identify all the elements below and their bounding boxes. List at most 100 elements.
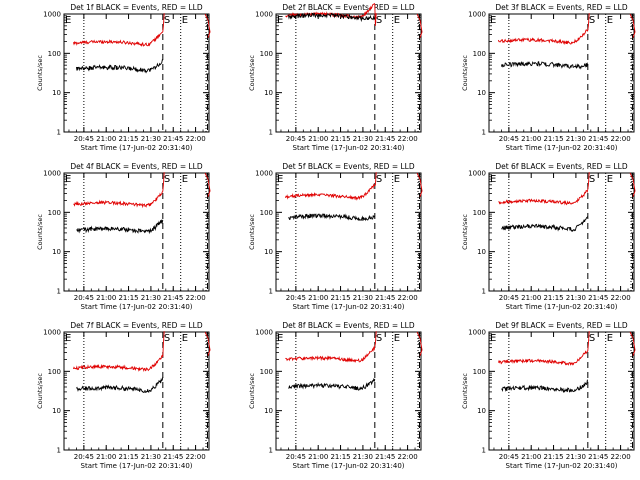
marker-letter: S	[164, 15, 170, 26]
x-axis-label: Start Time (17-Jun-02 20:31:40)	[506, 462, 618, 470]
y-axis-label: Counts/sec	[461, 214, 469, 250]
x-tick-label: 21:00	[96, 135, 116, 143]
x-tick-label: 21:15	[330, 135, 350, 143]
plot-frame	[275, 331, 422, 451]
y-tick-label: 100	[48, 368, 61, 376]
series-events-black	[287, 12, 375, 23]
series-lld-tail	[629, 13, 636, 38]
y-tick-label: 1	[482, 129, 486, 137]
y-axis-label: Counts/sec	[36, 55, 44, 91]
x-tick-label: 21:00	[521, 135, 541, 143]
series-events-black	[501, 216, 589, 232]
marker-letter: E	[277, 333, 283, 344]
x-axis-label: Start Time (17-Jun-02 20:31:40)	[293, 303, 405, 311]
x-tick-label: 21:45	[163, 453, 183, 461]
marker-letter: S	[589, 333, 595, 344]
x-tick-label: 22:00	[397, 453, 417, 461]
marker-letter: E	[182, 15, 188, 26]
series-events-black	[288, 377, 376, 391]
x-tick-label: 21:00	[96, 453, 116, 461]
y-tick-label: 10	[477, 248, 486, 256]
chart-title: Det 4f BLACK = Events, RED = LLD	[70, 162, 203, 171]
x-tick-label: 21:45	[588, 453, 608, 461]
x-tick-label: 21:15	[543, 135, 563, 143]
x-tick-label: 21:00	[308, 453, 328, 461]
marker-letter: E	[394, 15, 400, 26]
y-tick-label: 100	[473, 368, 486, 376]
marker-letter: E	[607, 15, 613, 26]
x-tick-label: 21:30	[353, 294, 373, 302]
x-tick-label: 21:45	[163, 294, 183, 302]
x-tick-label: 21:30	[141, 294, 161, 302]
y-tick-label: 1000	[255, 329, 273, 337]
y-tick-label: 10	[52, 89, 61, 97]
marker-letter: E	[65, 15, 71, 26]
x-tick-label: 21:15	[118, 294, 138, 302]
x-axis-label: Start Time (17-Jun-02 20:31:40)	[81, 144, 193, 152]
y-tick-label: 1	[482, 288, 486, 296]
series-lld-red	[73, 172, 165, 209]
x-tick-label: 21:15	[118, 453, 138, 461]
plot-frame	[488, 13, 635, 133]
x-tick-label: 21:30	[353, 135, 373, 143]
marker-letter: S	[376, 15, 382, 26]
x-axis-label: Start Time (17-Jun-02 20:31:40)	[81, 462, 193, 470]
x-tick-label: 20:45	[286, 294, 306, 302]
chart-title: Det 5f BLACK = Events, RED = LLD	[282, 162, 415, 171]
y-tick-label: 10	[52, 248, 61, 256]
x-tick-label: 20:45	[499, 135, 519, 143]
y-axis-label: Counts/sec	[248, 214, 256, 250]
x-tick-label: 20:45	[286, 453, 306, 461]
chart-panel-7: Det 7f BLACK = Events, RED = LLD 1 10 100 10…	[36, 321, 211, 470]
series-lld-tail	[416, 172, 423, 197]
x-tick-label: 21:30	[566, 453, 586, 461]
marker-letter: E	[277, 174, 283, 185]
chart-title: Det 8f BLACK = Events, RED = LLD	[282, 321, 415, 330]
marker-letter: S	[376, 333, 382, 344]
x-tick-label: 21:15	[330, 453, 350, 461]
y-tick-label: 100	[260, 50, 273, 58]
y-tick-label: 1	[269, 129, 273, 137]
x-tick-label: 21:45	[375, 453, 395, 461]
x-tick-label: 22:00	[610, 135, 630, 143]
y-axis-label: Counts/sec	[461, 373, 469, 409]
series-lld-tail	[204, 331, 211, 356]
series-events-black	[501, 379, 589, 394]
series-events-black	[76, 219, 164, 235]
x-tick-label: 21:45	[375, 294, 395, 302]
x-axis-label: Start Time (17-Jun-02 20:31:40)	[293, 462, 405, 470]
series-lld-red	[72, 331, 165, 373]
x-tick-label: 21:45	[588, 135, 608, 143]
y-tick-label: 1000	[468, 329, 486, 337]
series-events-black	[76, 376, 164, 393]
marker-letter: E	[182, 333, 188, 344]
marker-letter: S	[589, 15, 595, 26]
marker-letter: E	[182, 174, 188, 185]
x-tick-label: 20:45	[74, 453, 94, 461]
marker-letter: E	[394, 333, 400, 344]
chart-title: Det 1f BLACK = Events, RED = LLD	[70, 3, 203, 12]
chart-panel-3: Det 3f BLACK = Events, RED = LLD 1 10 100 10…	[461, 3, 636, 152]
marker-letter: E	[490, 15, 496, 26]
y-tick-label: 1000	[43, 170, 61, 178]
plot-frame	[275, 172, 422, 292]
y-tick-label: 10	[264, 407, 273, 415]
chart-panel-5: Det 5f BLACK = Events, RED = LLD 1 10 100 10…	[248, 162, 423, 311]
x-tick-label: 22:00	[185, 453, 205, 461]
x-tick-label: 22:00	[397, 294, 417, 302]
chart-panel-9: Det 9f BLACK = Events, RED = LLD 1 10 100 10…	[461, 321, 636, 470]
y-axis-label: Counts/sec	[461, 55, 469, 91]
marker-letter: E	[277, 15, 283, 26]
x-tick-label: 21:45	[375, 135, 395, 143]
y-axis-label: Counts/sec	[248, 373, 256, 409]
chart-panel-4: Det 4f BLACK = Events, RED = LLD 1 10 100 10…	[36, 162, 211, 311]
y-tick-label: 1	[482, 447, 486, 455]
y-tick-label: 100	[473, 50, 486, 58]
y-tick-label: 10	[52, 407, 61, 415]
x-tick-label: 21:30	[141, 453, 161, 461]
series-lld-red	[285, 331, 377, 363]
plot-frame	[275, 13, 422, 133]
y-tick-label: 1000	[43, 11, 61, 19]
y-tick-label: 1	[57, 288, 61, 296]
x-axis-label: Start Time (17-Jun-02 20:31:40)	[506, 144, 618, 152]
